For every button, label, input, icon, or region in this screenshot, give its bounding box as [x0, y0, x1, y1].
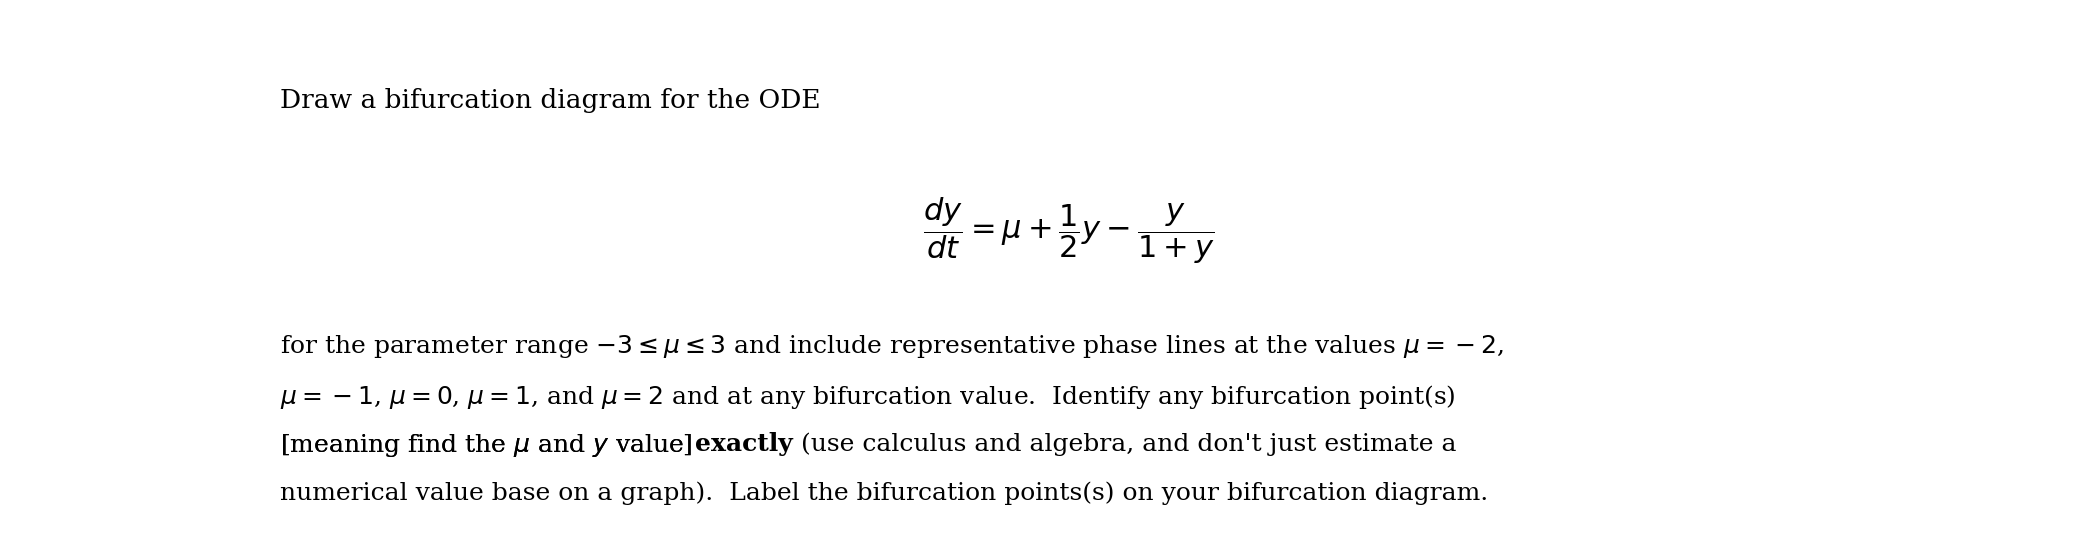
Text: exactly: exactly	[695, 432, 793, 456]
Text: numerical value base on a graph).  Label the bifurcation points(s) on your bifur: numerical value base on a graph). Label …	[280, 482, 1489, 505]
Text: $\dfrac{dy}{dt} = \mu + \dfrac{1}{2}y - \dfrac{y}{1+y}$: $\dfrac{dy}{dt} = \mu + \dfrac{1}{2}y - …	[924, 195, 1214, 266]
Text: Draw a bifurcation diagram for the ODE: Draw a bifurcation diagram for the ODE	[280, 88, 820, 113]
Text: $\mu = -1$, $\mu = 0$, $\mu = 1$, and $\mu = 2$ and at any bifurcation value.  I: $\mu = -1$, $\mu = 0$, $\mu = 1$, and $\…	[280, 383, 1456, 411]
Text: for the parameter range $-3 \leq \mu \leq 3$ and include representative phase li: for the parameter range $-3 \leq \mu \le…	[280, 333, 1504, 360]
Text: [meaning find the $\mu$ and $y$ value]: [meaning find the $\mu$ and $y$ value]	[280, 432, 695, 459]
Text: [meaning find the $\mu$ and $y$ value]: [meaning find the $\mu$ and $y$ value]	[280, 432, 695, 459]
Text: (use calculus and algebra, and don't just estimate a: (use calculus and algebra, and don't jus…	[793, 432, 1456, 456]
